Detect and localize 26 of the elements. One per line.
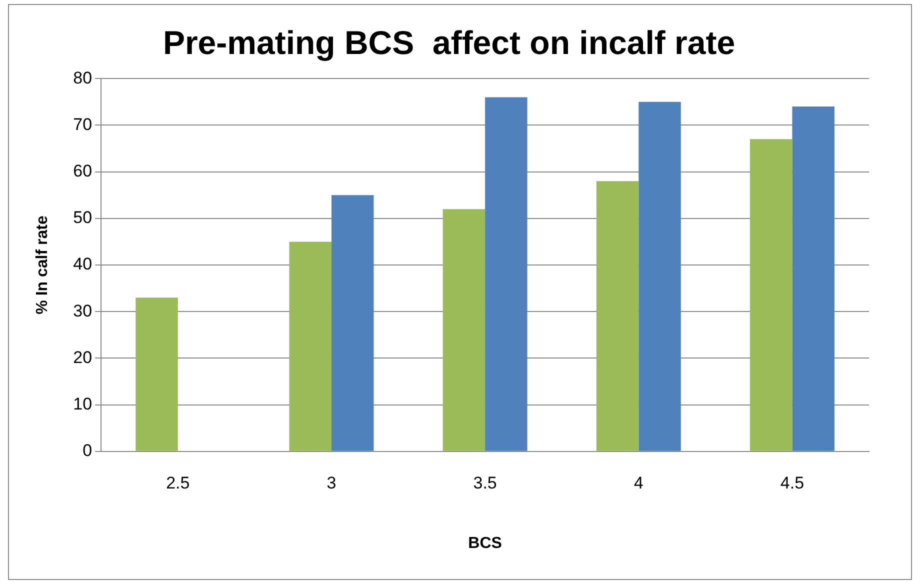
bar xyxy=(136,298,178,451)
bar xyxy=(638,102,681,451)
bar xyxy=(750,139,792,451)
bar xyxy=(442,209,486,451)
y-tick-label: 70 xyxy=(73,114,92,134)
y-tick-label: 60 xyxy=(73,161,92,180)
x-tick-label: 3 xyxy=(326,473,336,492)
bar xyxy=(792,106,834,451)
y-tick-label: 50 xyxy=(73,208,92,228)
y-axis-title: % In calf rate xyxy=(34,216,52,314)
bar xyxy=(331,195,374,451)
x-tick-label: 4.5 xyxy=(780,473,804,492)
bar xyxy=(485,97,528,451)
bar xyxy=(596,181,639,451)
x-axis-title: BCS xyxy=(468,534,502,552)
y-tick-label: 80 xyxy=(73,68,92,88)
x-tick-label: 4 xyxy=(634,473,644,492)
y-tick-label: 10 xyxy=(73,394,92,414)
chart-title: Pre-mating BCS affect on incalf rate xyxy=(162,24,736,61)
y-tick-label: 20 xyxy=(73,348,92,367)
x-tick-label: 2.5 xyxy=(166,473,190,492)
x-tick-label: 3.5 xyxy=(473,473,497,492)
bar xyxy=(289,242,332,451)
y-tick-label: 40 xyxy=(73,254,92,274)
y-tick-label: 0 xyxy=(82,441,92,460)
y-tick-label: 30 xyxy=(73,301,92,320)
